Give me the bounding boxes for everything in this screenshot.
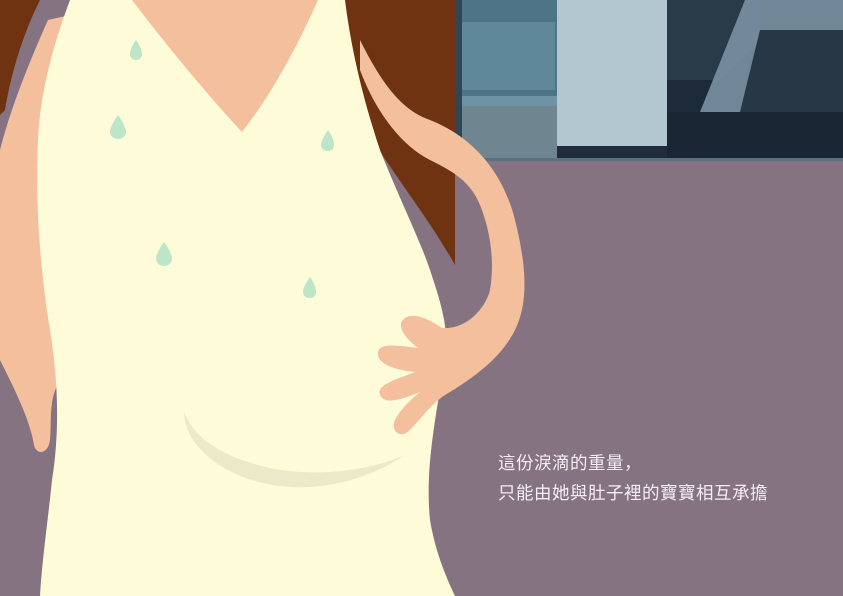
teardrop-icon (321, 130, 334, 151)
caption-line-1: 這份淚滴的重量， (498, 454, 642, 474)
teardrop-icon (110, 115, 126, 139)
right-arm (360, 40, 525, 435)
teardrop-icon (303, 277, 316, 298)
caption-line-2: 只能由她與肚子裡的寶寶相互承擔 (498, 484, 768, 504)
teardrop-icon (130, 40, 142, 60)
caption-text: 這份淚滴的重量， 只能由她與肚子裡的寶寶相互承擔 (498, 449, 768, 509)
teardrops (110, 40, 334, 298)
teardrop-icon (156, 242, 172, 266)
dress (37, 0, 456, 596)
neckline (132, 0, 318, 132)
belly-shadow (184, 412, 405, 488)
background-window (455, 0, 843, 161)
